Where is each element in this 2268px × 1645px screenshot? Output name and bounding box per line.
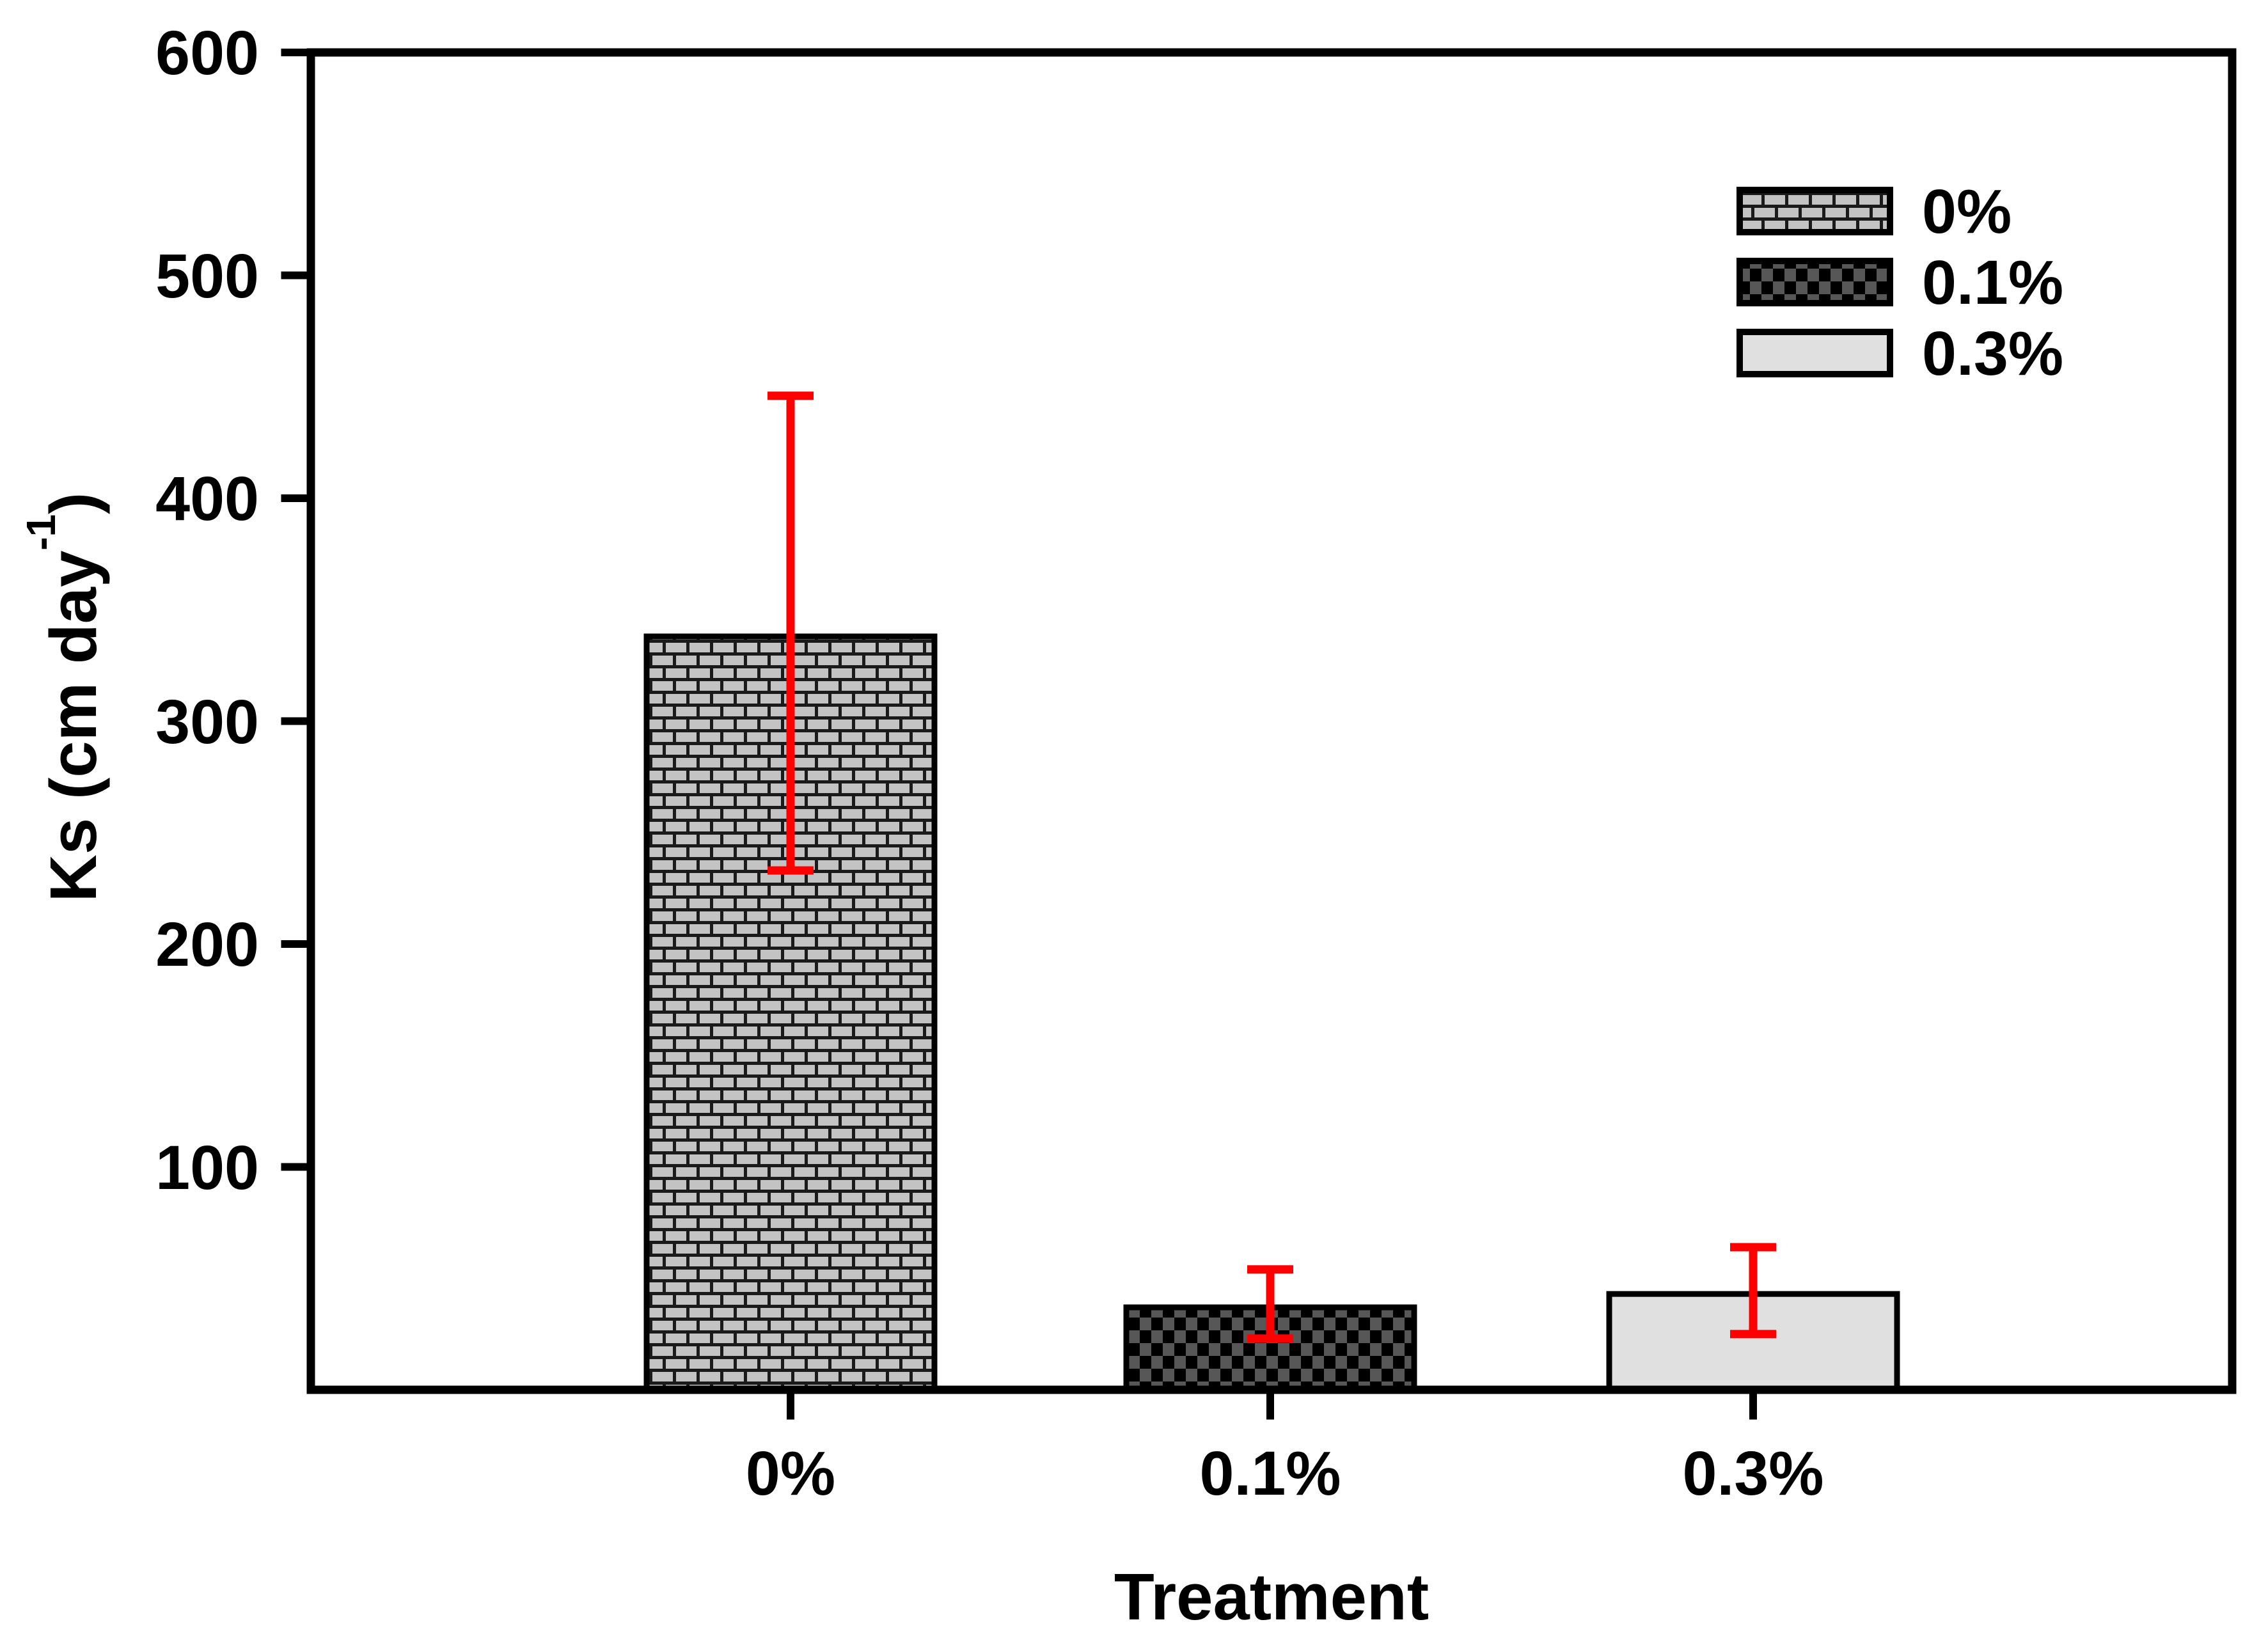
plot-frame <box>306 48 2237 1394</box>
y-tick-label-200: 200 <box>155 909 259 979</box>
error-bar-0.1% <box>1247 1265 1293 1343</box>
error-bars <box>768 391 1776 1343</box>
y-tick-label-100: 100 <box>155 1132 259 1202</box>
y-axis-title-close: ) <box>36 492 110 514</box>
legend-label-0%: 0% <box>1922 177 2012 246</box>
y-tick-label-600: 600 <box>155 18 259 88</box>
legend-swatches <box>1736 187 1893 377</box>
legend-swatch-0%-brick-icon <box>1736 187 1893 235</box>
x-tick-label-0.1%: 0.1% <box>1199 1438 1341 1508</box>
x-tick-label-0%: 0% <box>745 1438 836 1508</box>
y-axis-title-text: Ks (cm day <box>36 550 110 902</box>
legend-label-0.1%: 0.1% <box>1922 248 2064 317</box>
x-tick-label-0.3%: 0.3% <box>1682 1438 1824 1508</box>
legend-label-0.3%: 0.3% <box>1922 319 2064 388</box>
legend-swatch-0.3%-solid-icon <box>1736 329 1893 377</box>
x-axis-title: Treatment <box>1114 1560 1429 1633</box>
y-tick-label-400: 400 <box>155 464 259 533</box>
error-bar-0.3% <box>1730 1243 1776 1339</box>
error-bar-0% <box>768 391 814 875</box>
legend-swatch-0.1%-checker-icon <box>1736 258 1893 306</box>
y-tick-label-500: 500 <box>155 240 259 311</box>
y-axis-title: Ks (cm day-1) <box>18 313 112 1081</box>
axes <box>281 48 2237 1420</box>
y-tick-label-300: 300 <box>155 686 259 757</box>
y-axis-title-superscript: -1 <box>17 514 64 551</box>
